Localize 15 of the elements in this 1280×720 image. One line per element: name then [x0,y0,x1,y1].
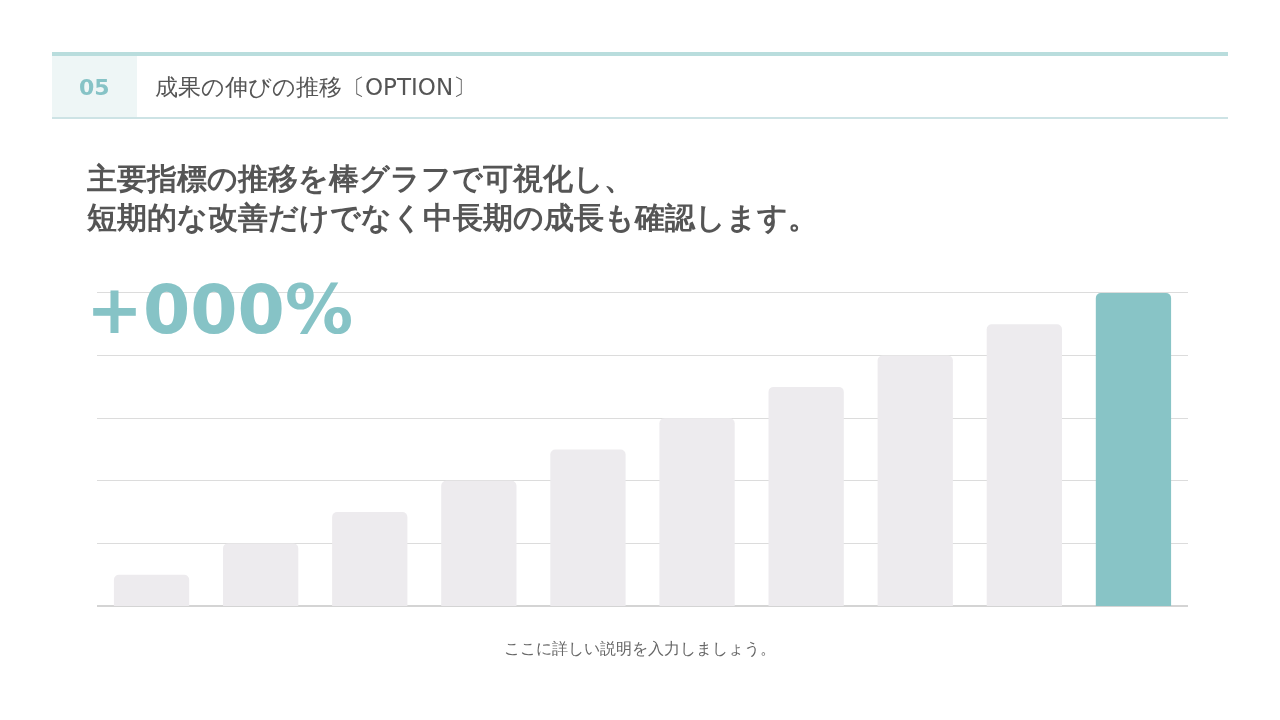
bar [223,543,299,607]
bar [986,324,1062,607]
text: ここに詳しい説明を入力しましょう。 [504,639,776,658]
bar [113,574,190,607]
bar [877,355,953,607]
chart-title: 成果の伸びの推移〔OPTION〕 [155,74,477,101]
bar [659,418,735,607]
bar [441,480,517,607]
text: 05 [79,75,110,100]
annotation: +000% [86,270,354,349]
bar [550,449,626,607]
bar [1095,292,1172,607]
bar [768,386,844,607]
chart-subtitle: 主要指標の推移を棒グラフで可視化し、短期的な改善だけでなく中長期の成長も確認します。 [86,161,818,235]
bar [332,512,408,607]
